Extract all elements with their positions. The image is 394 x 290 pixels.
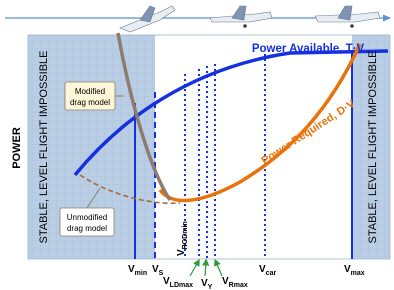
speed-labels: Vmin VS VRODmin VLDmax VY VRmax Vcar Vma… <box>128 221 365 290</box>
speed-label: VRmax <box>222 276 248 289</box>
label-part: RODmin <box>182 221 189 249</box>
pointer-arrow <box>216 262 222 276</box>
speed-label: Vcar <box>259 264 276 277</box>
label-part: car <box>266 270 277 277</box>
modified-drag-callout: Modified drag model <box>65 82 124 110</box>
speed-label: Vmin <box>128 264 147 277</box>
label-part: Y <box>208 284 213 290</box>
page: {"y_axis_label": "POWER", "left_region_l… <box>0 0 394 290</box>
y-axis-label: POWER <box>11 127 23 169</box>
speed-label: VS <box>152 264 164 277</box>
diagram: POWER STABLE, LEVEL FLIGHT IMPOSSIBLE ST… <box>0 0 394 290</box>
callout-text: drag model <box>70 98 110 107</box>
pointer-arrows <box>190 262 222 276</box>
speed-label: VY <box>201 278 213 290</box>
speed-lines <box>135 50 352 259</box>
speed-label: VLDmax <box>163 276 193 289</box>
label-part: Rmax <box>229 282 248 289</box>
pointer-arrow <box>205 262 206 276</box>
callout-text: Unmodified <box>67 213 107 222</box>
speed-label: VRODmin <box>176 221 189 256</box>
power-available-label: Power Available, T·V <box>252 43 365 55</box>
power-required-label: Power Required, D·V <box>259 97 357 167</box>
callout-text: Modified <box>75 87 105 96</box>
label-part: min <box>135 270 147 277</box>
airplane <box>315 6 380 28</box>
airplane <box>210 6 272 28</box>
speed-label: Vmax <box>344 264 365 277</box>
region-label: STABLE, LEVEL FLIGHT IMPOSSIBLE <box>367 51 379 244</box>
callout-text: drag model <box>67 224 107 233</box>
pointer-arrow <box>190 262 198 276</box>
label-part: LDmax <box>170 282 193 289</box>
label-part: max <box>351 270 365 277</box>
airplane <box>120 6 175 32</box>
region-label: STABLE, LEVEL FLIGHT IMPOSSIBLE <box>38 51 50 244</box>
